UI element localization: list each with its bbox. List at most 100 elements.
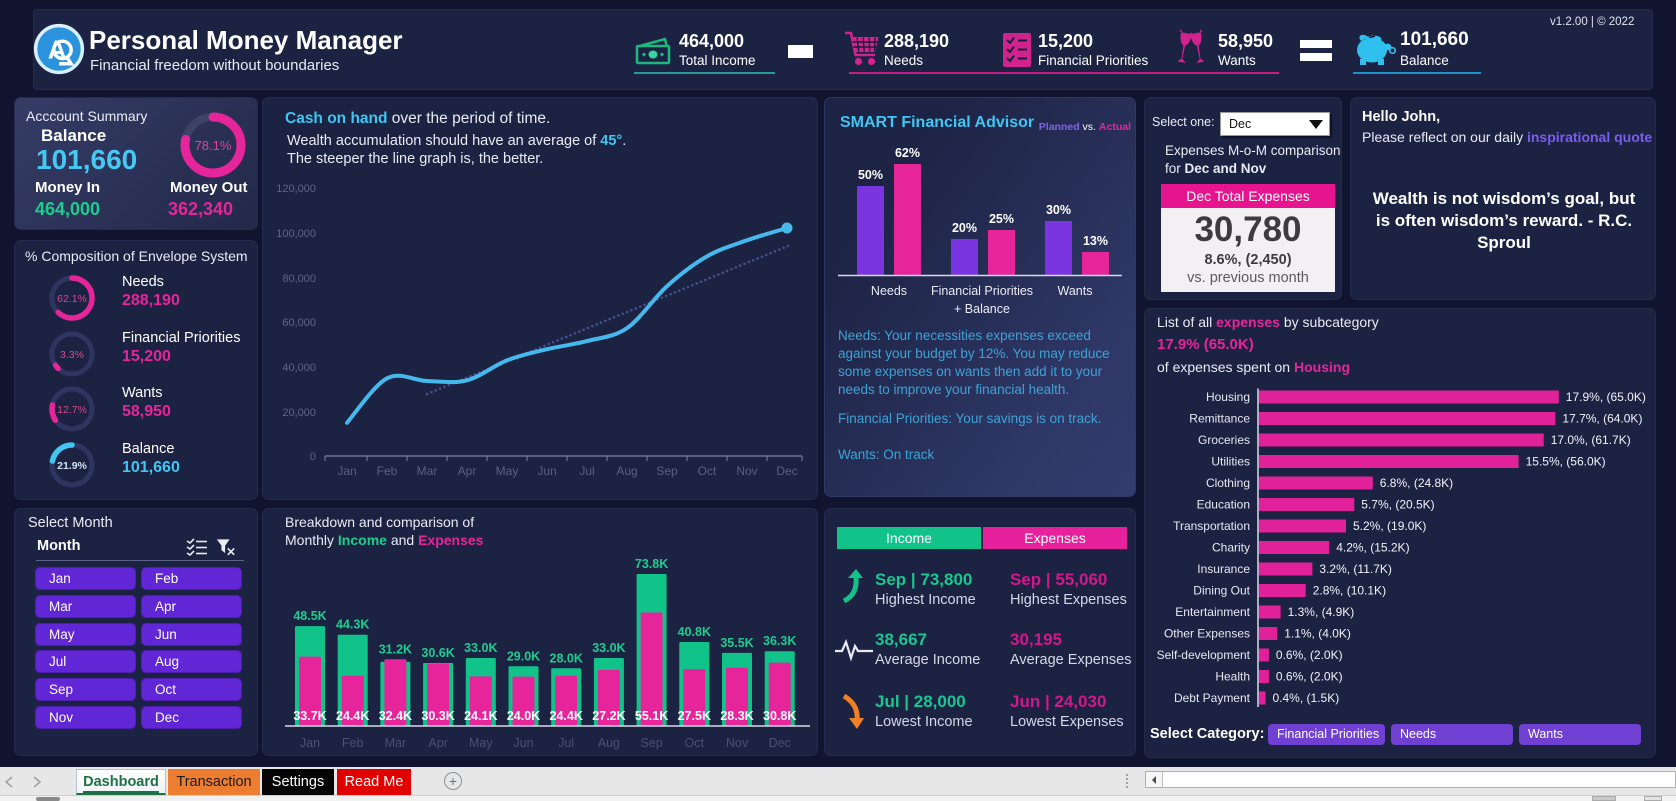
svg-text:Mar: Mar	[417, 464, 438, 478]
svg-text:25%: 25%	[989, 212, 1014, 226]
svg-text:27.5K: 27.5K	[678, 709, 711, 723]
svg-text:Sep: Sep	[656, 464, 678, 478]
svg-text:Housing: Housing	[1206, 390, 1250, 404]
svg-text:0: 0	[310, 451, 316, 463]
svg-text:Sep: Sep	[640, 736, 662, 750]
svg-text:Self-development: Self-development	[1157, 648, 1251, 662]
svg-text:Remittance: Remittance	[1189, 412, 1250, 426]
svg-text:48.5K: 48.5K	[293, 609, 326, 623]
svg-text:50%: 50%	[858, 168, 883, 182]
svg-text:Groceries: Groceries	[1198, 433, 1250, 447]
svg-text:35.5K: 35.5K	[720, 636, 753, 650]
svg-text:73.8K: 73.8K	[635, 557, 668, 571]
svg-text:55.1K: 55.1K	[635, 709, 668, 723]
svg-text:20,000: 20,000	[282, 407, 316, 419]
svg-text:100,000: 100,000	[276, 228, 316, 240]
svg-text:3.3%: 3.3%	[60, 349, 84, 361]
svg-text:13%: 13%	[1083, 234, 1108, 248]
svg-text:2.8%, (10.1K): 2.8%, (10.1K)	[1313, 584, 1386, 598]
svg-text:6.8%, (24.8K): 6.8%, (24.8K)	[1380, 476, 1453, 490]
svg-text:Oct: Oct	[698, 464, 717, 478]
svg-text:33.0K: 33.0K	[464, 641, 497, 655]
svg-text:30.8K: 30.8K	[763, 709, 796, 723]
svg-text:33.7K: 33.7K	[293, 709, 326, 723]
svg-text:5.7%, (20.5K): 5.7%, (20.5K)	[1361, 498, 1434, 512]
svg-text:Jun: Jun	[513, 736, 533, 750]
svg-text:28.0K: 28.0K	[550, 651, 583, 665]
svg-text:40.8K: 40.8K	[678, 625, 711, 639]
svg-text:24.0K: 24.0K	[507, 709, 540, 723]
svg-text:17.0%, (61.7K): 17.0%, (61.7K)	[1551, 433, 1631, 447]
svg-text:Debt Payment: Debt Payment	[1174, 691, 1251, 705]
svg-text:May: May	[469, 736, 493, 750]
svg-text:Jan: Jan	[300, 736, 320, 750]
svg-text:29.0K: 29.0K	[507, 649, 540, 663]
svg-text:Oct: Oct	[685, 736, 705, 750]
svg-text:0.4%, (1.5K): 0.4%, (1.5K)	[1273, 691, 1340, 705]
svg-text:15.5%, (56.0K): 15.5%, (56.0K)	[1526, 455, 1606, 469]
svg-text:+ Balance: + Balance	[954, 302, 1010, 316]
svg-text:44.3K: 44.3K	[336, 618, 369, 632]
svg-text:Insurance: Insurance	[1197, 562, 1250, 576]
svg-text:Entertainment: Entertainment	[1175, 605, 1250, 619]
svg-text:3.2%, (11.7K): 3.2%, (11.7K)	[1319, 562, 1391, 576]
svg-text:33.0K: 33.0K	[592, 641, 625, 655]
svg-text:Utilities: Utilities	[1211, 455, 1250, 469]
svg-text:60,000: 60,000	[282, 317, 316, 329]
svg-text:Aug: Aug	[616, 464, 637, 478]
svg-text:Feb: Feb	[342, 736, 364, 750]
svg-text:62%: 62%	[895, 146, 920, 160]
svg-text:Jun: Jun	[537, 464, 556, 478]
svg-text:Mar: Mar	[385, 736, 407, 750]
svg-text:24.4K: 24.4K	[550, 709, 583, 723]
svg-text:62.1%: 62.1%	[57, 293, 87, 305]
svg-text:30.6K: 30.6K	[421, 646, 454, 660]
svg-text:Jul: Jul	[558, 736, 574, 750]
svg-text:30%: 30%	[1046, 203, 1071, 217]
svg-text:0.6%, (2.0K): 0.6%, (2.0K)	[1276, 670, 1343, 684]
svg-text:17.7%, (64.0K): 17.7%, (64.0K)	[1562, 412, 1642, 426]
svg-text:78.1%: 78.1%	[195, 138, 232, 153]
svg-text:31.2K: 31.2K	[379, 642, 412, 656]
svg-text:Dec: Dec	[776, 464, 797, 478]
svg-text:Nov: Nov	[726, 736, 749, 750]
svg-text:4.2%, (15.2K): 4.2%, (15.2K)	[1336, 541, 1409, 555]
svg-text:120,000: 120,000	[276, 183, 316, 195]
svg-text:Clothing: Clothing	[1206, 476, 1250, 490]
svg-text:Needs: Needs	[871, 284, 907, 298]
svg-text:30.3K: 30.3K	[421, 709, 454, 723]
svg-text:24.1K: 24.1K	[464, 709, 497, 723]
svg-text:Nov: Nov	[736, 464, 757, 478]
svg-text:21.9%: 21.9%	[57, 460, 87, 472]
svg-text:May: May	[496, 464, 519, 478]
svg-text:80,000: 80,000	[282, 273, 316, 285]
svg-text:Apr: Apr	[458, 464, 477, 478]
svg-text:36.3K: 36.3K	[763, 634, 796, 648]
svg-text:27.2K: 27.2K	[592, 709, 625, 723]
svg-text:Jan: Jan	[337, 464, 356, 478]
svg-text:0.6%, (2.0K): 0.6%, (2.0K)	[1276, 648, 1343, 662]
svg-text:24.4K: 24.4K	[336, 709, 369, 723]
svg-text:Financial Priorities: Financial Priorities	[931, 284, 1033, 298]
svg-text:40,000: 40,000	[282, 362, 316, 374]
svg-text:1.3%, (4.9K): 1.3%, (4.9K)	[1288, 605, 1355, 619]
svg-text:Apr: Apr	[428, 736, 447, 750]
svg-text:Aug: Aug	[598, 736, 620, 750]
svg-text:Other Expenses: Other Expenses	[1164, 627, 1250, 641]
svg-text:Transportation: Transportation	[1173, 519, 1250, 533]
svg-text:Feb: Feb	[377, 464, 398, 478]
svg-text:Wants: Wants	[1058, 284, 1093, 298]
svg-text:20%: 20%	[952, 221, 977, 235]
svg-text:Dec: Dec	[769, 736, 791, 750]
svg-text:32.4K: 32.4K	[379, 709, 412, 723]
svg-text:17.9%, (65.0K): 17.9%, (65.0K)	[1566, 390, 1646, 404]
svg-text:Charity: Charity	[1212, 541, 1250, 555]
svg-text:Health: Health	[1215, 670, 1250, 684]
svg-text:Dining Out: Dining Out	[1193, 584, 1250, 598]
svg-text:Education: Education	[1197, 498, 1250, 512]
svg-text:1.1%, (4.0K): 1.1%, (4.0K)	[1284, 627, 1351, 641]
svg-text:28.3K: 28.3K	[720, 709, 753, 723]
svg-text:5.2%, (19.0K): 5.2%, (19.0K)	[1353, 519, 1426, 533]
svg-text:12.7%: 12.7%	[57, 404, 87, 416]
svg-text:Jul: Jul	[579, 464, 594, 478]
